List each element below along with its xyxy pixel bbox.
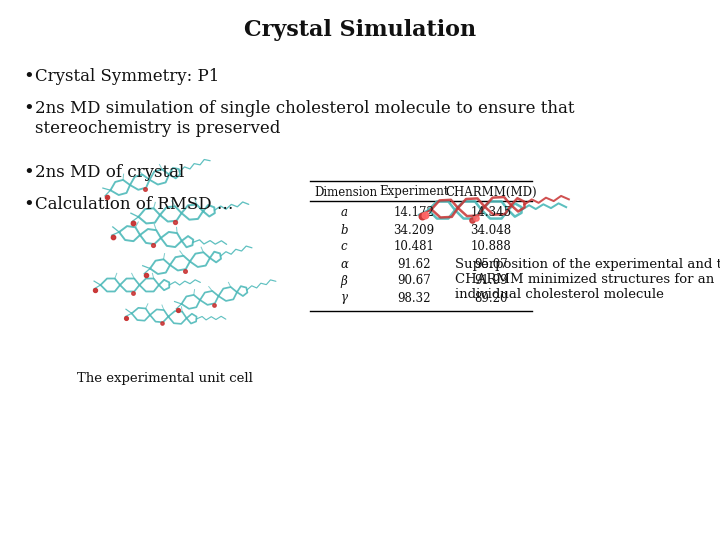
Text: 90.67: 90.67 xyxy=(397,274,431,287)
Text: γ: γ xyxy=(341,292,348,305)
Text: •: • xyxy=(23,68,34,86)
Text: 98.32: 98.32 xyxy=(397,292,431,305)
Text: 2ns MD simulation of single cholesterol molecule to ensure that
stereochemistry : 2ns MD simulation of single cholesterol … xyxy=(35,100,575,137)
Text: •: • xyxy=(23,164,34,182)
Text: The experimental unit cell: The experimental unit cell xyxy=(77,372,253,385)
Text: α: α xyxy=(340,258,348,271)
Text: 34.209: 34.209 xyxy=(393,224,435,237)
Text: a: a xyxy=(341,206,348,219)
Text: •: • xyxy=(23,100,34,118)
Text: β: β xyxy=(341,274,347,287)
Text: 14.172: 14.172 xyxy=(394,206,434,219)
Text: Superposition of the experimental and the
CHARMM minimized structures for an
ind: Superposition of the experimental and th… xyxy=(455,258,720,301)
Text: 95.07: 95.07 xyxy=(474,258,508,271)
Text: 10.888: 10.888 xyxy=(471,240,511,253)
Text: CHARMM(MD): CHARMM(MD) xyxy=(445,186,537,199)
Text: 10.481: 10.481 xyxy=(394,240,434,253)
Text: Calculation of RMSD …: Calculation of RMSD … xyxy=(35,196,233,213)
Text: 2ns MD of crystal: 2ns MD of crystal xyxy=(35,164,184,181)
Text: 89.20: 89.20 xyxy=(474,292,508,305)
Text: 91.99: 91.99 xyxy=(474,274,508,287)
Text: 14.345: 14.345 xyxy=(470,206,512,219)
Text: Crystal Simulation: Crystal Simulation xyxy=(244,19,476,41)
Text: c: c xyxy=(341,240,347,253)
Text: Experiment: Experiment xyxy=(379,186,449,199)
Text: Dimension: Dimension xyxy=(314,186,377,199)
Text: 34.048: 34.048 xyxy=(470,224,512,237)
Text: •: • xyxy=(23,196,34,214)
Text: 91.62: 91.62 xyxy=(397,258,431,271)
Text: Crystal Symmetry: P1: Crystal Symmetry: P1 xyxy=(35,68,220,85)
Text: b: b xyxy=(341,224,348,237)
